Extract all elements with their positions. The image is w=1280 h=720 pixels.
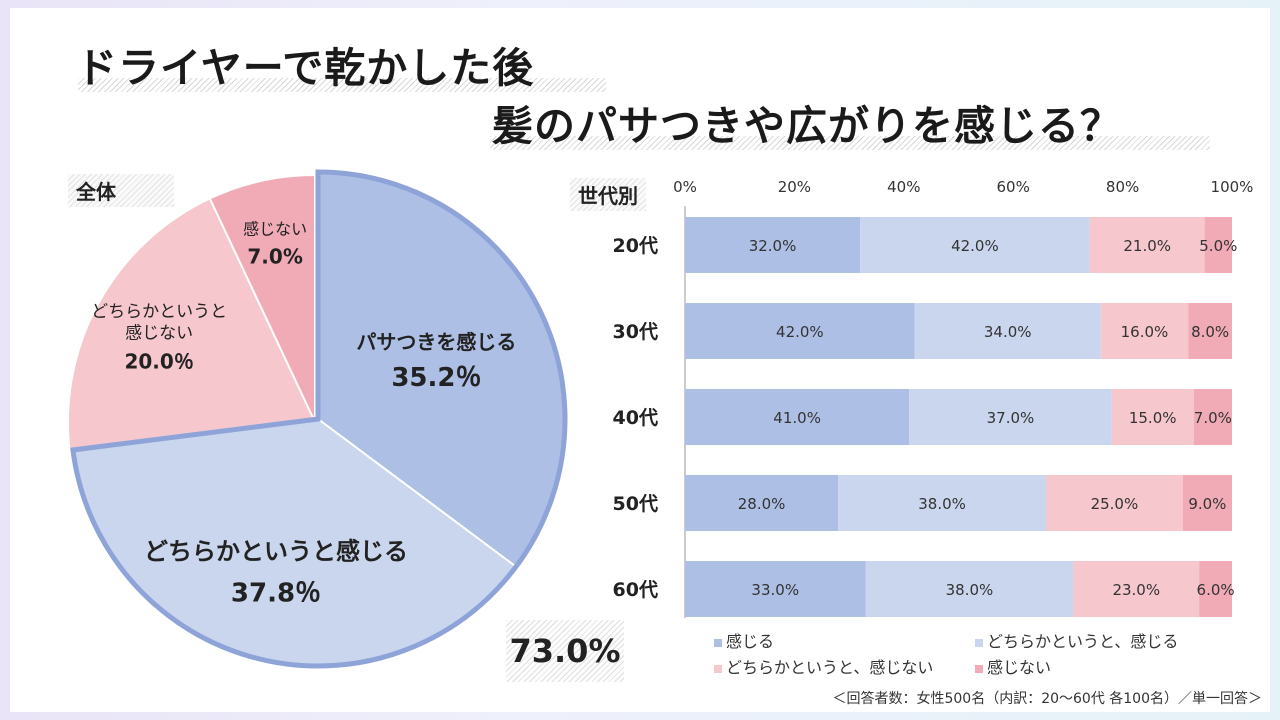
bar-label-0-0: 32.0% <box>749 237 797 255</box>
bar-label-0-1: 42.0% <box>951 237 999 255</box>
bar-segment-0-0 <box>685 217 861 273</box>
bar-label-4-1: 38.0% <box>946 581 994 599</box>
category-label-1: 30代 <box>613 321 658 343</box>
legend-item-0: 感じる <box>714 628 774 652</box>
bar-segment-4-1 <box>865 561 1074 617</box>
bar-label-2-0: 41.0% <box>773 409 821 427</box>
bar-label-1-3: 8.0% <box>1191 323 1229 341</box>
bar-label-4-0: 33.0% <box>751 581 799 599</box>
bar-segment-4-2 <box>1073 561 1200 617</box>
bar-segment-2-3 <box>1193 389 1232 445</box>
x-tick-label-2: 40% <box>887 178 920 196</box>
legend-swatch-1 <box>975 638 983 647</box>
bar-segment-3-2 <box>1046 475 1183 531</box>
bar-label-3-3: 9.0% <box>1188 495 1226 513</box>
bar-label-1-0: 42.0% <box>776 323 824 341</box>
legend-swatch-0 <box>714 638 722 647</box>
bar-segment-1-2 <box>1100 303 1189 359</box>
bar-label-1-2: 16.0% <box>1121 323 1169 341</box>
bar-segment-0-1 <box>860 217 1090 273</box>
bar-segment-3-0 <box>685 475 839 531</box>
legend-label-3: 感じない <box>987 658 1052 677</box>
x-tick-label-5: 100% <box>1211 178 1254 196</box>
bar-segment-1-1 <box>914 303 1101 359</box>
legend-item-1: どちらかというと、感じる <box>975 628 1178 652</box>
bar-label-3-2: 25.0% <box>1091 495 1139 513</box>
category-label-2: 40代 <box>613 407 658 429</box>
legend-swatch-3 <box>975 664 983 673</box>
pie-value-0: 35.2％ <box>391 363 481 393</box>
pie-slice-3 <box>208 173 316 423</box>
title-underline-2 <box>490 136 1210 150</box>
bar-segment-3-3 <box>1182 475 1232 531</box>
pie-value-2: 20.0％ <box>124 350 193 374</box>
legend-label-0: 感じる <box>726 632 775 651</box>
positive-total-badge: 73.0% <box>506 620 624 682</box>
category-label-4: 60代 <box>613 579 658 601</box>
bar-segment-0-2 <box>1089 217 1205 273</box>
category-label-3: 50代 <box>613 493 658 515</box>
bar-segment-2-0 <box>685 389 910 445</box>
x-tick-label-1: 20% <box>778 178 811 196</box>
page-title-line-2: 髪のパサつきや広がりを感じる？ <box>492 102 1122 150</box>
generation-section-label: 世代別 <box>570 178 646 211</box>
x-tick-label-0: 0% <box>673 178 697 196</box>
legend-item-3: 感じない <box>975 654 1051 678</box>
overall-pie-chart: パサつきを感じる35.2％どちらかというと感じる37.8％どちらかというと感じな… <box>67 169 568 669</box>
pie-slice-2 <box>67 197 317 455</box>
page-title-line-1: ドライヤーで乾かした後 <box>76 44 535 92</box>
category-label-0: 20代 <box>613 235 658 257</box>
legend-swatch-2 <box>714 664 722 673</box>
bar-label-2-1: 37.0% <box>987 409 1035 427</box>
pie-value-3: 7.0% <box>247 245 302 269</box>
bar-segment-0-3 <box>1204 217 1232 273</box>
x-tick-label-4: 80% <box>1106 178 1139 196</box>
legend-label-2: どちらかというと、感じない <box>726 658 934 677</box>
bar-label-4-2: 23.0% <box>1112 581 1160 599</box>
x-tick-label-3: 60% <box>997 178 1030 196</box>
pie-label-2-line-1: 感じない <box>125 323 193 343</box>
bar-segment-4-3 <box>1199 561 1232 617</box>
bar-label-3-0: 28.0% <box>738 495 786 513</box>
bar-segment-2-2 <box>1111 389 1194 445</box>
title-underline-1 <box>78 78 606 92</box>
bar-label-4-3: 6.0% <box>1197 581 1235 599</box>
bar-segment-4-0 <box>685 561 866 617</box>
bar-segment-2-1 <box>909 389 1112 445</box>
generation-bar-chart: 0% 20% 40% 60% 80% 100% 20代 32.0% 42.0% 21.0% 5.0%… <box>613 178 1254 618</box>
bar-segment-1-0 <box>685 303 915 359</box>
positive-group-outline <box>70 169 568 669</box>
bar-segment-3-1 <box>838 475 1047 531</box>
footnote: ＜回答者数：女性500名（内訳：20〜60代 各100名）／単一回答＞ <box>832 691 1262 707</box>
pie-label-2-line-0: どちらかというと <box>91 302 227 322</box>
bar-label-2-3: 7.0% <box>1194 409 1232 427</box>
bar-label-0-3: 5.0% <box>1199 237 1237 255</box>
pie-label-1-line-0: どちらかというと感じる <box>144 538 408 566</box>
bar-label-3-1: 38.0% <box>918 495 966 513</box>
legend-label-1: どちらかというと、感じる <box>987 632 1179 651</box>
legend-item-2: どちらかというと、感じない <box>714 654 933 678</box>
bar-segment-1-3 <box>1188 303 1232 359</box>
pie-label-0-line-0: パサつきを感じる <box>356 330 516 354</box>
pie-value-1: 37.8％ <box>231 578 321 608</box>
bar-label-1-1: 34.0% <box>984 323 1032 341</box>
bar-label-0-2: 21.0% <box>1123 237 1171 255</box>
bar-label-2-2: 15.0% <box>1129 409 1177 427</box>
overall-section-label: 全体 <box>68 174 174 207</box>
pie-label-3-line-0: 感じない <box>243 220 307 239</box>
